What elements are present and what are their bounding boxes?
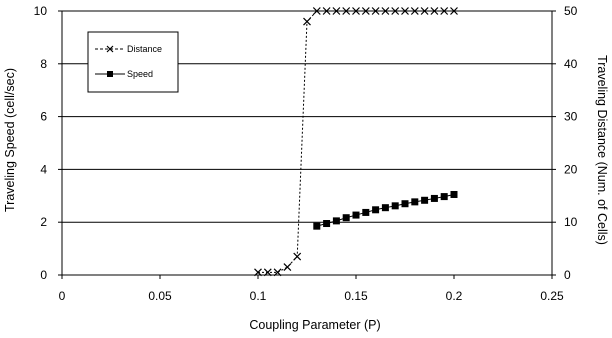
distance-point [273, 268, 282, 277]
right-y-axis-ticks: 0 10 20 30 40 50 [552, 4, 578, 282]
right-y-tick-label: 0 [564, 268, 571, 282]
distance-point [263, 268, 272, 277]
series-speed [313, 190, 458, 230]
right-y-tick-label: 30 [564, 110, 578, 124]
speed-point [381, 204, 389, 212]
left-y-axis-ticks: 0 2 4 6 8 10 [34, 4, 62, 282]
x-tick-label: 0.2 [446, 289, 463, 303]
x-tick-label: 0.25 [540, 289, 564, 303]
left-y-tick-label: 4 [40, 162, 47, 176]
distance-point [371, 7, 380, 15]
distance-point [254, 268, 262, 277]
distance-point [440, 7, 449, 15]
speed-point [313, 222, 321, 230]
distance-point [401, 7, 409, 15]
x-tick-label: 0.1 [250, 289, 267, 303]
speed-point [450, 190, 458, 198]
left-y-tick-label: 2 [40, 215, 47, 229]
distance-point [410, 7, 419, 15]
distance-point [352, 7, 360, 15]
legend-speed-label: Speed [127, 69, 153, 79]
speed-point [440, 193, 448, 201]
right-y-tick-label: 20 [564, 162, 578, 176]
x-tick-label: 0.15 [344, 289, 368, 303]
x-axis-ticks: 0 0.05 0.1 0.15 0.2 0.25 [59, 275, 564, 303]
distance-point [303, 17, 311, 26]
plot-area-frame [61, 10, 553, 276]
legend-distance-label: Distance [127, 44, 162, 54]
speed-point [342, 214, 350, 222]
distance-point [420, 7, 429, 15]
right-y-axis-title: Traveling Distance (Num. of Cells) [595, 55, 609, 245]
distance-point [342, 7, 351, 15]
speed-point [332, 217, 340, 225]
legend-distance-marker [106, 45, 114, 53]
left-y-tick-label: 6 [40, 110, 47, 124]
speed-point [323, 220, 331, 228]
x-tick-label: 0 [59, 289, 66, 303]
speed-point [372, 206, 380, 214]
distance-point [312, 7, 321, 15]
distance-point [450, 7, 458, 15]
right-y-tick-label: 40 [564, 57, 578, 71]
speed-point [391, 202, 399, 210]
speed-point [430, 194, 438, 202]
legend: Distance Speed [87, 31, 179, 93]
legend-box [87, 31, 179, 93]
speed-point [352, 211, 360, 219]
right-y-tick-label: 50 [564, 4, 578, 18]
distance-point [361, 7, 370, 15]
speed-point [411, 198, 419, 206]
distance-point [322, 7, 331, 15]
x-tick-label: 0.05 [148, 289, 172, 303]
distance-point [430, 7, 439, 15]
distance-point [381, 7, 390, 15]
distance-point [391, 7, 400, 15]
left-y-tick-label: 8 [40, 57, 47, 71]
distance-line [258, 10, 454, 273]
speed-point [421, 196, 429, 204]
distance-point [293, 252, 302, 261]
series-distance [254, 7, 458, 277]
speed-point [362, 208, 370, 216]
left-y-tick-label: 0 [40, 268, 47, 282]
legend-speed-marker [107, 71, 113, 77]
left-y-axis-title: Traveling Speed (cell/sec) [3, 68, 17, 212]
distance-point [283, 263, 292, 272]
left-y-tick-label: 10 [34, 4, 48, 18]
x-axis-title: Coupling Parameter (P) [249, 318, 380, 332]
speed-point [401, 200, 409, 208]
right-y-tick-label: 10 [564, 215, 578, 229]
distance-point [332, 7, 341, 15]
